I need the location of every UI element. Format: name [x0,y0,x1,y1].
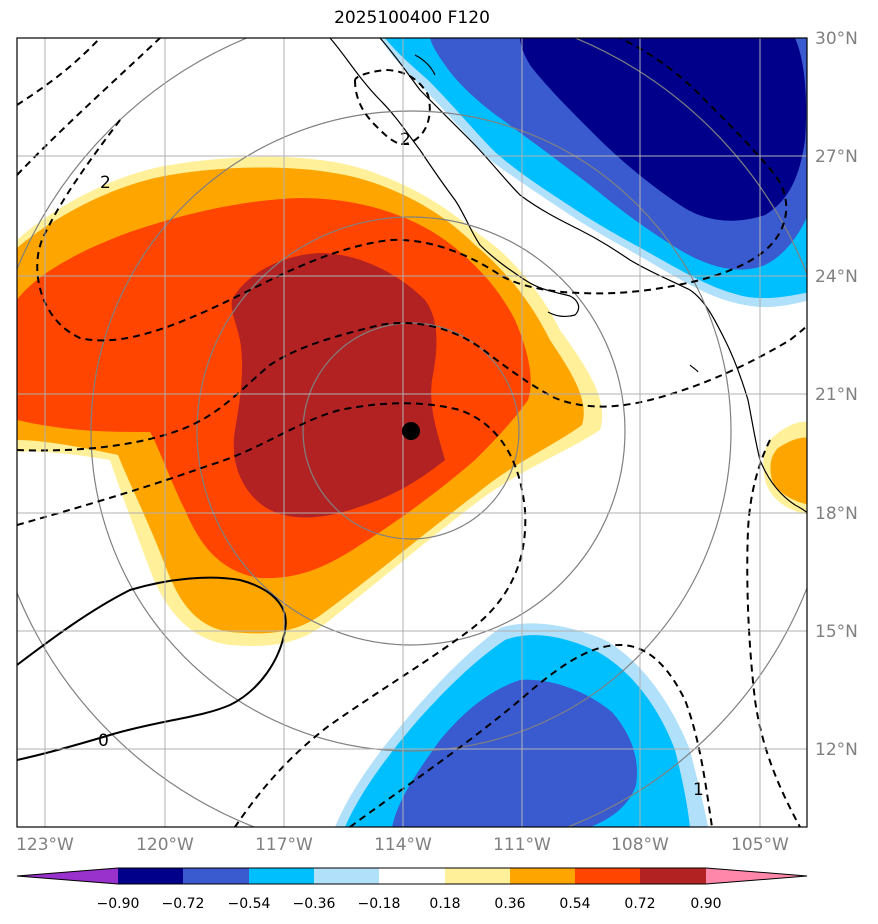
anomaly-fill-s-royal [392,679,637,827]
colorbar-tick-label: 0.18 [429,896,460,912]
contour-label: 2 [100,173,111,193]
dashed-contours [17,38,807,827]
colorbar-cell [379,868,445,884]
colorbar-cell [17,868,118,884]
lat-tick-label: 18°N [815,504,858,524]
colorbar-cell [706,868,807,884]
anomaly-fill-se-orange [770,437,807,505]
lat-tick-label: 27°N [815,147,858,167]
colorbar-tick-label: 0.72 [624,896,655,912]
colorbar-tick-labels: −0.90 −0.72 −0.54 −0.36 −0.18 0.18 0.36 … [97,896,722,912]
lon-tick-label: 111°W [493,835,551,855]
anomaly-fill-ne-navy [520,38,807,221]
lat-tick-label: 30°N [815,29,858,49]
colorbar-tick-label: −0.18 [358,896,401,912]
colorbar-cell [314,868,379,884]
contour-label: 1 [693,780,704,800]
lon-tick-label: 117°W [255,835,313,855]
lat-tick-label: 15°N [815,622,858,642]
colorbar-tick-label: −0.72 [162,896,205,912]
contour-label: 2 [400,130,411,150]
graticule [17,38,807,827]
lat-tick-labels: 30°N 27°N 24°N 21°N 18°N 15°N 12°N [815,29,858,760]
colorbar-tick-label: 0.54 [559,896,590,912]
solid-contour-zero [17,576,287,761]
colorbar-tick-label: 0.36 [494,896,525,912]
lon-tick-labels: 123°W 120°W 117°W 114°W 111°W 108°W 105°… [16,835,789,855]
map-frame [16,37,808,828]
colorbar: −0.90 −0.72 −0.54 −0.36 −0.18 0.18 0.36 … [16,867,808,912]
colorbar-cell [640,868,706,884]
colorbar-cell [575,868,640,884]
lon-tick-label: 105°W [731,835,789,855]
colorbar-tick-label: −0.54 [228,896,271,912]
storm-center-marker [402,422,420,440]
colorbar-cells [16,867,808,885]
lon-tick-label: 120°W [136,835,194,855]
lat-tick-label: 21°N [815,385,858,405]
colorbar-cell [183,868,249,884]
colorbar-tick-label: −0.36 [293,896,336,912]
lon-tick-label: 123°W [16,835,74,855]
colorbar-cell [445,868,510,884]
range-rings [17,38,807,827]
colorbar-cell [510,868,575,884]
lon-tick-label: 108°W [611,835,669,855]
anomaly-fill-dark-red [231,253,445,518]
colorbar-outline [16,867,808,885]
colorbar-tick-label: 0.90 [690,896,721,912]
colorbar-cell [249,868,314,884]
map-title: 2025100400 F120 [334,8,490,28]
contour-label: 0 [98,731,109,751]
colorbar-tick-label: −0.90 [97,896,140,912]
lat-tick-label: 12°N [815,740,858,760]
map-content: 2 2 0 1 [17,38,807,827]
colorbar-cell [118,868,183,884]
lat-tick-label: 24°N [815,267,858,287]
lon-tick-label: 114°W [374,835,432,855]
